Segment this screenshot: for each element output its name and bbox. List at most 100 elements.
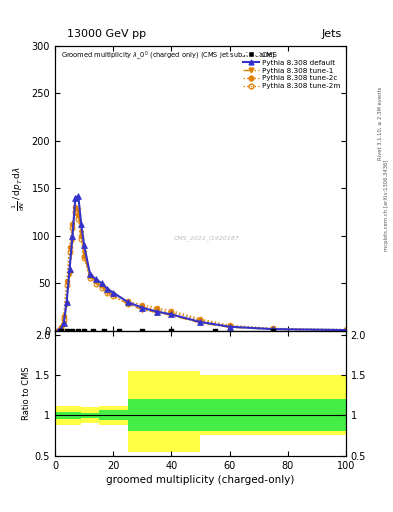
Pythia 8.308 tune-1 <box>64 301 69 307</box>
Pythia 8.308 tune-1 <box>271 326 275 332</box>
Pythia 8.308 tune-1 <box>55 328 60 334</box>
Pythia 8.308 tune-2m <box>271 326 275 332</box>
Pythia 8.308 tune-2m <box>61 316 66 322</box>
Pythia 8.308 default <box>140 305 145 311</box>
Pythia 8.308 tune-2m <box>59 325 63 331</box>
Pythia 8.308 default <box>82 242 86 248</box>
CMS <box>116 327 122 335</box>
Pythia 8.308 tune-2m <box>88 275 92 282</box>
Pythia 8.308 default <box>343 327 348 333</box>
Pythia 8.308 tune-2m <box>125 301 130 307</box>
CMS <box>81 327 87 335</box>
Pythia 8.308 default <box>79 221 84 227</box>
Pythia 8.308 tune-2m <box>73 209 78 215</box>
Pythia 8.308 default <box>76 193 81 199</box>
CMS <box>101 327 108 335</box>
Pythia 8.308 tune-2m <box>64 282 69 288</box>
Pythia 8.308 tune-2c <box>88 273 92 280</box>
Text: CMS_2021_I1920187: CMS_2021_I1920187 <box>173 236 239 241</box>
Pythia 8.308 tune-2c <box>105 287 110 293</box>
Pythia 8.308 tune-2c <box>73 204 78 210</box>
Pythia 8.308 tune-2c <box>79 232 84 239</box>
Pythia 8.308 tune-2m <box>76 216 81 222</box>
Pythia 8.308 tune-1 <box>343 327 348 333</box>
Pythia 8.308 tune-1 <box>79 230 84 236</box>
CMS <box>64 327 70 335</box>
Pythia 8.308 tune-2c <box>67 244 72 250</box>
Pythia 8.308 tune-2m <box>111 293 116 300</box>
Line: Pythia 8.308 tune-2c: Pythia 8.308 tune-2c <box>55 205 348 333</box>
Pythia 8.308 default <box>169 311 174 317</box>
Pythia 8.308 tune-1 <box>125 301 130 307</box>
Pythia 8.308 tune-2c <box>82 252 86 259</box>
Pythia 8.308 tune-2c <box>140 302 145 308</box>
Pythia 8.308 tune-2c <box>169 308 174 314</box>
Pythia 8.308 tune-2m <box>67 249 72 255</box>
Line: Pythia 8.308 tune-2m: Pythia 8.308 tune-2m <box>55 209 348 333</box>
Pythia 8.308 tune-2c <box>70 221 75 227</box>
CMS <box>90 327 96 335</box>
Pythia 8.308 tune-2c <box>125 298 130 304</box>
Pythia 8.308 default <box>105 286 110 292</box>
Pythia 8.308 tune-1 <box>105 289 110 295</box>
Pythia 8.308 default <box>99 280 104 286</box>
CMS <box>69 327 75 335</box>
Pythia 8.308 tune-2m <box>94 281 98 287</box>
Pythia 8.308 tune-2c <box>111 290 116 296</box>
Pythia 8.308 tune-1 <box>111 292 116 298</box>
Pythia 8.308 tune-2c <box>271 325 275 331</box>
Pythia 8.308 default <box>198 319 203 325</box>
Pythia 8.308 tune-1 <box>198 320 203 326</box>
Pythia 8.308 tune-2c <box>154 305 159 311</box>
Line: Pythia 8.308 default: Pythia 8.308 default <box>55 193 349 333</box>
Pythia 8.308 tune-1 <box>227 324 232 330</box>
Pythia 8.308 default <box>59 326 63 332</box>
Pythia 8.308 tune-2m <box>82 254 86 261</box>
Text: Jets: Jets <box>321 29 342 39</box>
Pythia 8.308 default <box>88 270 92 276</box>
Pythia 8.308 default <box>94 276 98 283</box>
Line: Pythia 8.308 tune-1: Pythia 8.308 tune-1 <box>55 207 348 333</box>
Pythia 8.308 tune-1 <box>59 326 63 332</box>
Pythia 8.308 tune-2m <box>154 307 159 313</box>
Pythia 8.308 default <box>55 328 60 334</box>
Pythia 8.308 tune-2m <box>70 225 75 231</box>
Text: 13000 GeV pp: 13000 GeV pp <box>67 29 146 39</box>
Y-axis label: Ratio to CMS: Ratio to CMS <box>22 366 31 420</box>
Pythia 8.308 tune-2c <box>64 278 69 284</box>
Pythia 8.308 tune-1 <box>73 206 78 212</box>
Pythia 8.308 tune-2c <box>55 328 60 334</box>
Pythia 8.308 tune-2c <box>99 282 104 288</box>
Pythia 8.308 default <box>67 266 72 272</box>
Pythia 8.308 tune-1 <box>154 309 159 315</box>
Pythia 8.308 tune-2m <box>140 304 145 310</box>
Pythia 8.308 tune-2c <box>94 278 98 284</box>
CMS <box>58 327 64 335</box>
Text: mcplots.cern.ch [arXiv:1306.3436]: mcplots.cern.ch [arXiv:1306.3436] <box>384 159 389 250</box>
Pythia 8.308 tune-2m <box>55 328 60 334</box>
Pythia 8.308 default <box>64 299 69 305</box>
Legend: CMS, Pythia 8.308 default, Pythia 8.308 tune-1, Pythia 8.308 tune-2c, Pythia 8.3: CMS, Pythia 8.308 default, Pythia 8.308 … <box>241 50 342 92</box>
Pythia 8.308 tune-1 <box>70 238 75 244</box>
Text: Rivet 3.1.10, ≥ 2.3M events: Rivet 3.1.10, ≥ 2.3M events <box>378 86 383 160</box>
Y-axis label: $\frac{1}{\mathrm{d}N}\,/\,\mathrm{d}p_T\,\mathrm{d}\lambda$: $\frac{1}{\mathrm{d}N}\,/\,\mathrm{d}p_T… <box>11 166 28 211</box>
Pythia 8.308 tune-2m <box>169 309 174 315</box>
Pythia 8.308 tune-1 <box>67 270 72 276</box>
CMS <box>212 327 218 335</box>
Pythia 8.308 default <box>125 299 130 305</box>
X-axis label: groomed multiplicity (charged-only): groomed multiplicity (charged-only) <box>106 475 295 485</box>
CMS <box>168 327 174 335</box>
Pythia 8.308 default <box>271 326 275 332</box>
Pythia 8.308 tune-1 <box>76 207 81 213</box>
Pythia 8.308 tune-1 <box>88 273 92 280</box>
Pythia 8.308 tune-2m <box>79 236 84 242</box>
Pythia 8.308 tune-2c <box>198 316 203 322</box>
Pythia 8.308 tune-2m <box>198 317 203 323</box>
CMS <box>139 327 145 335</box>
Text: Groomed multiplicity $\lambda\_0^0$ (charged only) (CMS jet substructure): Groomed multiplicity $\lambda\_0^0$ (cha… <box>61 49 276 62</box>
Pythia 8.308 default <box>154 309 159 315</box>
Pythia 8.308 tune-1 <box>61 321 66 327</box>
CMS <box>270 327 276 335</box>
Pythia 8.308 tune-2m <box>343 327 348 333</box>
Pythia 8.308 tune-2m <box>99 285 104 291</box>
